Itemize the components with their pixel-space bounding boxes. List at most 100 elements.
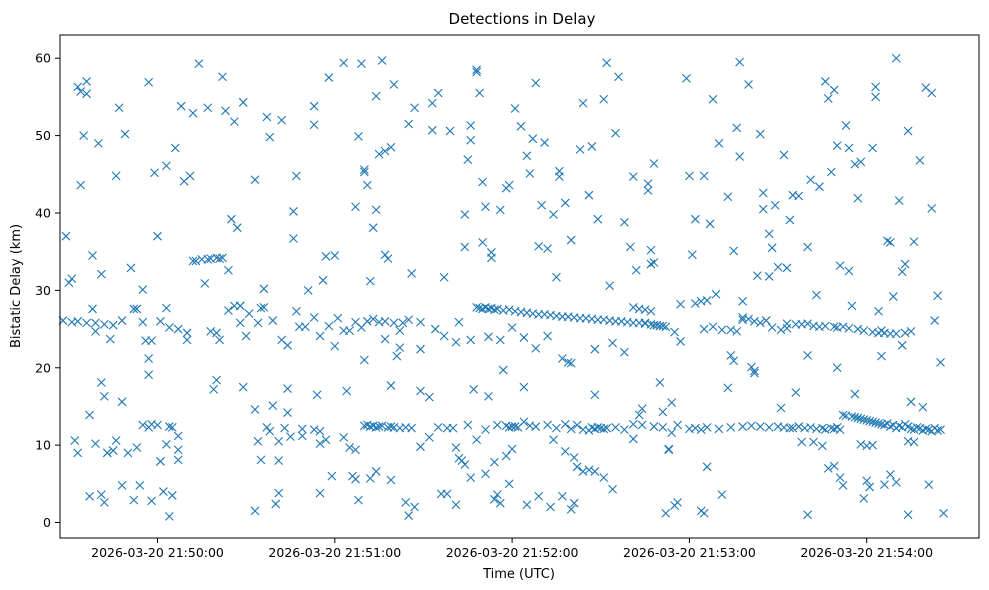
data-point bbox=[330, 341, 340, 351]
data-point bbox=[386, 475, 396, 485]
x-tick-label: 2026-03-20 21:54:00 bbox=[800, 545, 933, 560]
data-point bbox=[138, 285, 148, 294]
data-point bbox=[61, 231, 71, 241]
data-point bbox=[265, 132, 275, 142]
data-point bbox=[289, 207, 298, 216]
data-point bbox=[850, 412, 860, 422]
data-point bbox=[640, 318, 650, 328]
data-point bbox=[817, 423, 827, 433]
data-point bbox=[215, 254, 224, 264]
data-point bbox=[164, 422, 174, 431]
data-point bbox=[76, 87, 86, 96]
data-point bbox=[380, 250, 390, 260]
data-point bbox=[147, 336, 156, 346]
data-point bbox=[820, 321, 830, 331]
data-point bbox=[690, 214, 700, 224]
data-point bbox=[702, 296, 712, 305]
data-point bbox=[129, 495, 139, 505]
data-point bbox=[359, 355, 369, 365]
data-point bbox=[416, 442, 425, 452]
data-point bbox=[906, 326, 916, 336]
data-point bbox=[939, 508, 948, 518]
data-point bbox=[614, 72, 623, 82]
data-point bbox=[871, 418, 880, 428]
data-point bbox=[259, 284, 269, 294]
data-point bbox=[377, 421, 387, 431]
data-point bbox=[803, 242, 812, 252]
data-point bbox=[856, 414, 866, 424]
data-point bbox=[750, 368, 759, 378]
data-point bbox=[451, 443, 461, 452]
data-point bbox=[625, 242, 635, 252]
data-point bbox=[96, 378, 106, 387]
plot-area bbox=[60, 35, 979, 538]
data-point bbox=[897, 340, 907, 350]
data-points bbox=[58, 53, 948, 521]
data-point bbox=[862, 415, 872, 425]
data-point bbox=[389, 80, 399, 89]
data-point bbox=[823, 463, 833, 473]
data-point bbox=[687, 250, 697, 260]
data-point bbox=[755, 318, 765, 328]
data-point bbox=[309, 313, 319, 322]
data-point bbox=[812, 290, 821, 300]
data-point bbox=[602, 58, 612, 68]
data-point bbox=[460, 210, 470, 219]
data-point bbox=[838, 410, 848, 420]
data-point bbox=[628, 434, 638, 444]
data-point bbox=[894, 421, 904, 431]
data-point bbox=[138, 317, 148, 327]
data-point bbox=[643, 186, 653, 195]
data-point bbox=[315, 439, 325, 448]
data-point bbox=[73, 316, 83, 326]
data-point bbox=[593, 422, 603, 432]
data-point bbox=[714, 424, 724, 434]
data-point bbox=[755, 422, 765, 431]
data-point bbox=[744, 314, 753, 324]
data-point bbox=[560, 419, 570, 429]
data-point bbox=[752, 271, 762, 281]
data-point bbox=[874, 419, 883, 428]
data-point bbox=[185, 171, 195, 181]
data-point bbox=[105, 334, 115, 344]
data-point bbox=[200, 279, 210, 288]
data-point bbox=[820, 425, 830, 435]
data-point bbox=[909, 237, 919, 247]
data-point bbox=[82, 77, 91, 86]
data-point bbox=[481, 202, 490, 212]
data-point bbox=[475, 88, 484, 98]
data-point bbox=[309, 120, 319, 130]
data-point bbox=[389, 318, 399, 328]
data-point bbox=[161, 439, 171, 449]
data-point bbox=[410, 103, 419, 113]
data-point bbox=[714, 138, 724, 148]
chart-title: Detections in Delay bbox=[449, 10, 596, 28]
data-point bbox=[557, 491, 567, 501]
data-point bbox=[566, 504, 576, 514]
data-point bbox=[297, 431, 307, 441]
data-point bbox=[463, 155, 473, 164]
data-point bbox=[235, 318, 245, 328]
data-point bbox=[132, 443, 142, 452]
data-point bbox=[708, 322, 718, 332]
data-point bbox=[543, 331, 552, 341]
data-point bbox=[481, 469, 490, 479]
data-point bbox=[560, 198, 570, 208]
data-point bbox=[885, 470, 895, 479]
data-point bbox=[566, 235, 576, 245]
data-point bbox=[173, 431, 183, 441]
data-point bbox=[667, 428, 677, 438]
data-point bbox=[859, 494, 869, 503]
data-point bbox=[788, 423, 798, 433]
data-point bbox=[466, 135, 476, 145]
data-point bbox=[442, 489, 452, 499]
data-point bbox=[191, 256, 201, 266]
data-point bbox=[280, 423, 289, 433]
data-point bbox=[256, 303, 266, 313]
data-point bbox=[203, 103, 213, 113]
data-point bbox=[702, 422, 712, 432]
data-point bbox=[534, 241, 544, 251]
data-point bbox=[274, 488, 284, 498]
data-point bbox=[380, 334, 390, 344]
data-point bbox=[235, 301, 245, 311]
